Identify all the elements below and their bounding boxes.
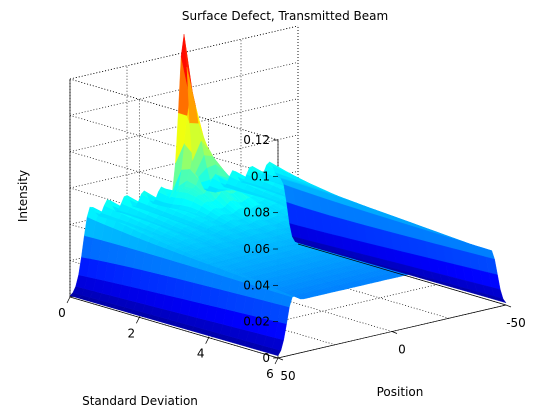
- y-tick-label: 4: [197, 347, 205, 361]
- x-axis-label: Position: [377, 385, 424, 399]
- axis-edge: [69, 78, 279, 141]
- chart-title: Surface Defect, Transmitted Beam: [182, 9, 388, 23]
- axis-edge: [69, 296, 279, 359]
- y-tick-mark: [136, 317, 140, 324]
- x-tick-mark: [505, 304, 512, 308]
- grid-line: [69, 114, 279, 177]
- surface-layer: [69, 34, 507, 357]
- axis-edge: [277, 304, 507, 359]
- x-tick-mark: [277, 357, 284, 361]
- y-tick-label: 2: [128, 326, 136, 340]
- z-tick-label: 0.12: [243, 133, 270, 147]
- x-tick-label: -50: [506, 316, 526, 330]
- x-tick-label: 50: [280, 369, 295, 383]
- y-tick-mark: [274, 357, 279, 365]
- x-tick-mark: [391, 331, 398, 334]
- z-axis-label: Intensity: [16, 170, 30, 222]
- y-axis-label: Standard Deviation: [82, 394, 198, 408]
- z-tick-label: 0.02: [243, 315, 270, 329]
- y-tick-label: 6: [266, 367, 274, 381]
- axis-edge: [297, 243, 507, 306]
- x-tick-label: 0: [398, 343, 406, 357]
- surface-patch: [295, 241, 307, 246]
- z-tick-label: 0.08: [243, 206, 270, 220]
- axis-layer: 0 0.02 0.04 0.06 0.08 0.1 0.12 0 2 4 6 -50 0 50: [58, 133, 526, 383]
- z-tick-label: 0: [262, 351, 270, 365]
- y-tick-label: 0: [58, 306, 66, 320]
- y-tick-mark: [66, 296, 71, 304]
- z-tick-label: 0.06: [243, 242, 270, 256]
- z-tick-label: 0.04: [243, 278, 270, 292]
- y-tick-mark: [205, 337, 209, 344]
- z-tick-label: 0.1: [251, 169, 270, 183]
